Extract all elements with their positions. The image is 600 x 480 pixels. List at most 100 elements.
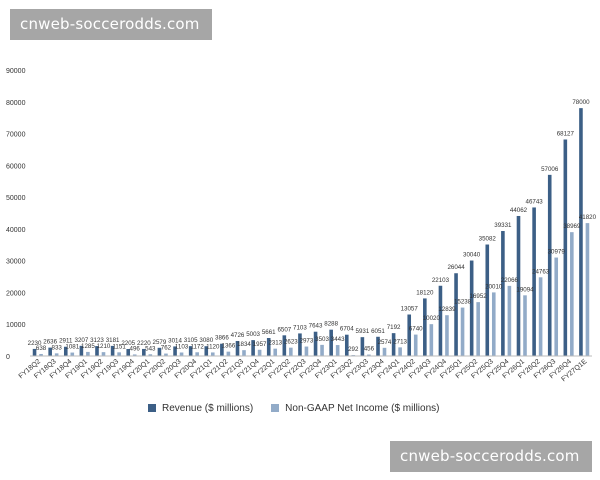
data-label-income: 6740 [409, 326, 423, 333]
data-label-income: 1366 [222, 343, 236, 350]
bar-income [132, 354, 137, 356]
legend-label-revenue: Revenue ($ millions) [162, 402, 254, 414]
bar-income [148, 354, 153, 356]
y-tick-label: 90000 [6, 68, 26, 75]
data-label-income: 20010 [485, 283, 503, 290]
bar-revenue [95, 346, 99, 356]
data-label-income: 1210 [97, 343, 111, 350]
bar-revenue [235, 340, 240, 356]
data-label-revenue: 39331 [494, 222, 512, 229]
bar-revenue [344, 334, 349, 356]
bar-income [54, 353, 59, 356]
legend-label-income: Non-GAAP Net Income ($ millions) [285, 402, 440, 414]
bar-income [538, 277, 543, 356]
bar-income [429, 324, 434, 356]
data-label-revenue: 7643 [309, 323, 323, 330]
data-label-income: 1120 [206, 343, 220, 350]
bar-income [210, 352, 215, 356]
data-label-income: 12839 [438, 306, 456, 313]
bar-revenue [313, 331, 318, 356]
bar-income [101, 352, 106, 356]
data-label-income: 22066 [501, 277, 519, 284]
data-label-income: 41820 [579, 214, 597, 221]
data-label-income: 543 [145, 345, 156, 352]
bar-income [367, 354, 371, 356]
legend-swatch-income [271, 404, 280, 412]
data-label-revenue: 78000 [572, 99, 590, 106]
bar-revenue [32, 348, 37, 356]
bar-revenue [329, 329, 333, 356]
data-label-revenue: 44062 [510, 207, 528, 214]
data-label-income: 1834 [237, 341, 251, 348]
bar-revenue [360, 337, 365, 356]
bar-income [413, 334, 418, 356]
data-label-revenue: 7192 [387, 324, 401, 331]
data-label-revenue: 5661 [262, 329, 276, 336]
data-label-revenue: 6051 [371, 328, 385, 335]
bar-income [523, 295, 527, 356]
bar-revenue [391, 333, 396, 356]
data-label-revenue: 2205 [121, 340, 135, 347]
data-label-revenue: 4726 [231, 332, 245, 339]
watermark-top: cnweb-soccerodds.com [10, 9, 212, 40]
data-label-revenue: 68127 [557, 131, 575, 138]
bar-income [179, 352, 184, 356]
data-label-income: 456 [364, 346, 375, 353]
bar-income [320, 344, 324, 356]
data-label-revenue: 6704 [340, 326, 354, 333]
data-label-revenue: 2911 [59, 338, 73, 345]
data-label-income: 1151 [112, 343, 126, 350]
bar-revenue [298, 333, 302, 356]
data-label-revenue: 6507 [277, 326, 291, 333]
bar-income [70, 352, 75, 356]
bar-revenue [563, 139, 568, 356]
data-label-revenue: 3207 [75, 337, 89, 344]
data-label-revenue: 46743 [526, 198, 544, 205]
bar-revenue [142, 348, 146, 356]
y-tick-label: 0 [6, 354, 10, 361]
data-label-income: 1285 [81, 343, 95, 350]
bar-income [476, 302, 480, 356]
data-label-income: 3503 [315, 336, 329, 343]
data-label-revenue: 57006 [541, 166, 559, 173]
data-label-revenue: 3080 [199, 337, 213, 344]
data-label-revenue: 5931 [356, 328, 370, 335]
bar-revenue [126, 348, 131, 356]
data-label-income: 1957 [253, 341, 267, 348]
data-label-income: 2574 [378, 339, 392, 346]
bar-revenue [79, 345, 84, 356]
bars [32, 108, 590, 356]
bar-income [570, 232, 574, 356]
data-label-revenue: 3123 [90, 337, 104, 344]
legend-item-revenue: Revenue ($ millions) [148, 403, 253, 414]
value-labels: 2230638263683329111081320712853123121031… [28, 99, 597, 353]
data-label-income: 2623 [284, 339, 298, 346]
bar-income [585, 223, 590, 356]
bar-revenue [485, 244, 490, 356]
legend-swatch-revenue [148, 404, 156, 412]
data-label-revenue: 8288 [324, 321, 338, 328]
bar-revenue [188, 346, 193, 356]
data-label-income: 2973 [300, 338, 314, 345]
bar-income [39, 353, 43, 356]
bar-income [398, 347, 402, 356]
bar-revenue [438, 285, 443, 356]
bar-income [257, 349, 262, 356]
bar-revenue [423, 298, 427, 356]
data-label-revenue: 30040 [463, 252, 481, 259]
bar-revenue [579, 108, 583, 356]
data-label-income: 1081 [65, 344, 79, 351]
bar-revenue [204, 346, 209, 356]
data-label-revenue: 18120 [416, 289, 434, 296]
bar-income [164, 353, 168, 356]
bar-revenue [63, 346, 68, 356]
y-tick-label: 30000 [6, 259, 26, 266]
bar-revenue [454, 273, 458, 356]
bar-income [195, 352, 199, 356]
y-tick-label: 70000 [6, 132, 26, 139]
data-label-revenue: 3866 [215, 335, 229, 342]
bar-income [491, 292, 496, 356]
data-label-revenue: 5003 [246, 331, 260, 338]
bar-income [86, 351, 90, 356]
data-label-revenue: 2579 [153, 339, 167, 346]
